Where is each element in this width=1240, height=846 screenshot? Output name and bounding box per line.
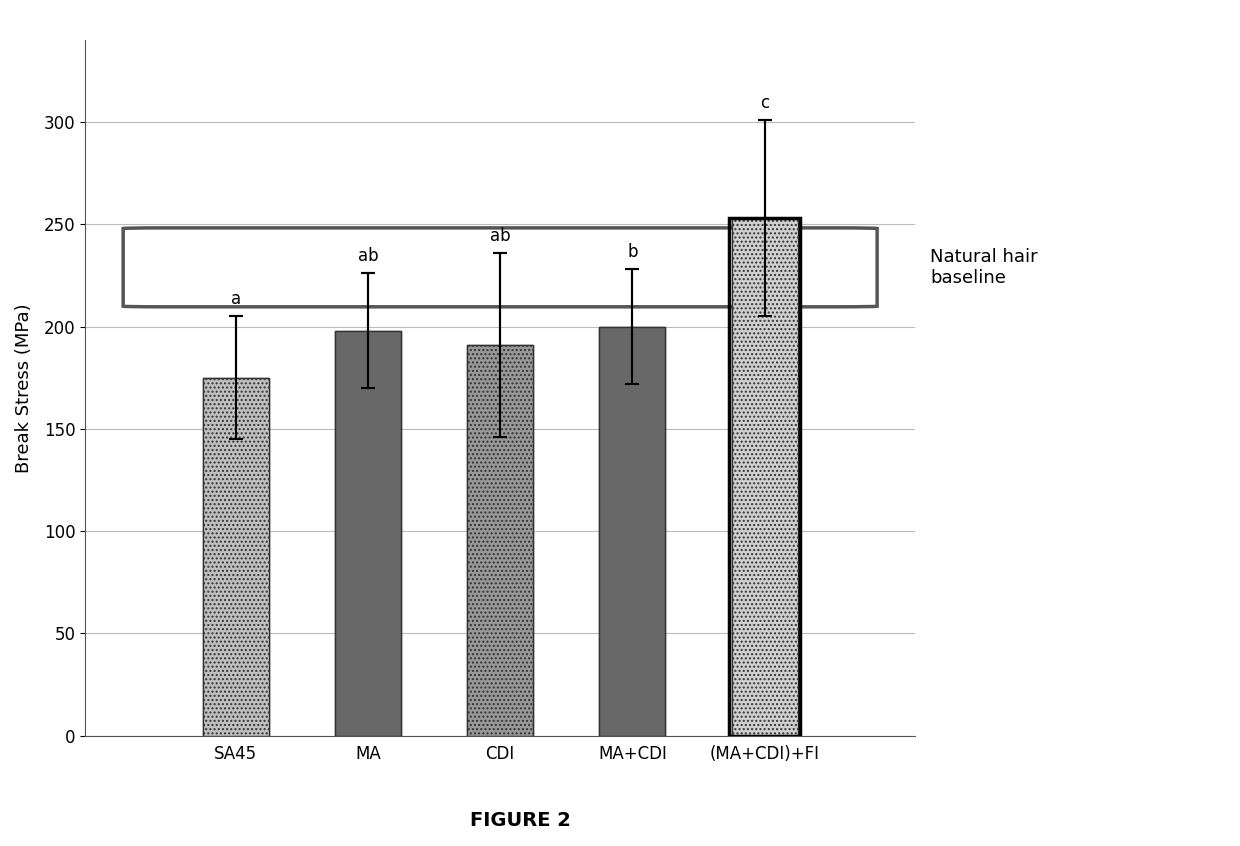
Bar bbox=[599, 327, 666, 736]
Bar bbox=[599, 327, 666, 736]
Bar bbox=[467, 345, 533, 736]
Text: ab: ab bbox=[357, 247, 378, 266]
Text: ab: ab bbox=[490, 227, 511, 244]
Text: a: a bbox=[231, 290, 241, 308]
Text: FIGURE 2: FIGURE 2 bbox=[470, 811, 572, 830]
Text: c: c bbox=[760, 94, 769, 112]
Text: b: b bbox=[627, 243, 637, 261]
Bar bbox=[732, 218, 797, 736]
Bar bbox=[467, 345, 533, 736]
Bar bbox=[202, 378, 269, 736]
Bar bbox=[335, 331, 401, 736]
Bar bbox=[335, 331, 401, 736]
FancyBboxPatch shape bbox=[123, 228, 877, 307]
Y-axis label: Break Stress (MPa): Break Stress (MPa) bbox=[15, 303, 33, 473]
Bar bbox=[202, 378, 269, 736]
Text: Natural hair
baseline: Natural hair baseline bbox=[930, 248, 1038, 287]
Bar bbox=[732, 218, 797, 736]
